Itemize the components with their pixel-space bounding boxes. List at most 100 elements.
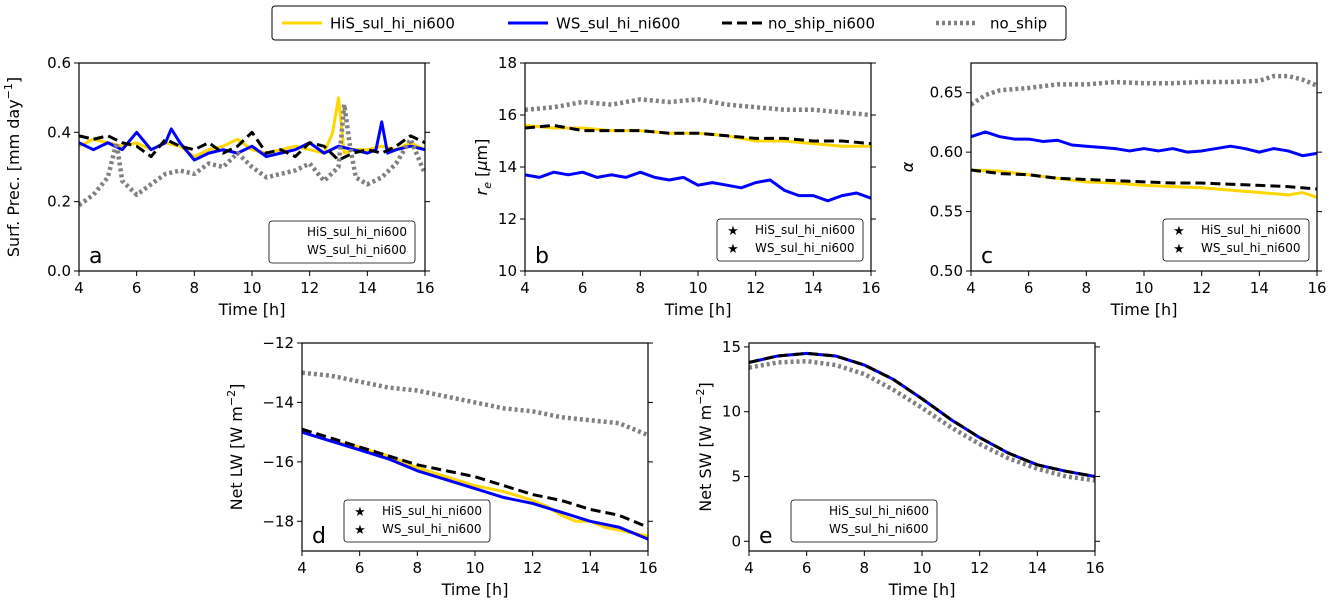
y-axis-label: Net LW [W m−2] [225,384,246,511]
y-axis-label: Surf. Prec. [mm day−1] [2,77,23,257]
series-line-HiS_sul_hi_ni600 [749,351,1095,478]
x-tick-label: 14 [804,279,823,297]
x-tick-label: 12 [1192,279,1211,297]
y-tick-label: 0 [731,532,741,550]
legend-label: no_ship [990,15,1047,34]
panel-letter: a [89,244,102,269]
inset-legend: ★ HiS_sul_hi_ni600 ★ WS_sul_hi_ni600 [716,218,864,262]
x-tick-label: 8 [1082,279,1092,297]
star-icon: ★ [1173,224,1185,239]
series-line-no_ship_ni600 [79,130,425,162]
inset-legend-label: HiS_sul_hi_ni600 [755,223,855,237]
y-tick-label: 15 [722,338,741,356]
panel-b: 4 6 8 10 12 14 16 10 12 14 16 18 Time [h] re [μm] b ★ Hi… [472,54,881,319]
series-line-no_ship [749,358,1095,483]
x-tick-label: 6 [355,559,365,577]
panel-letter: e [759,524,773,549]
legend-label: WS_sul_hi_ni600 [556,15,680,34]
y-axis-label: re [μm] [472,139,494,196]
x-tick-label: 16 [415,279,434,297]
inset-legend-label: WS_sul_hi_ni600 [755,241,854,255]
x-tick-label: 4 [297,559,307,577]
series-line-no_ship [79,102,425,207]
x-tick-label: 14 [358,279,377,297]
star-icon: ★ [354,505,366,520]
inset-legend-frame [716,218,864,262]
x-tick-label: 14 [1028,559,1047,577]
y-tick-label: 10 [498,262,517,280]
series-line-WS_sul_hi_ni600 [79,120,425,162]
inset-legend-label: HiS_sul_hi_ni600 [1201,223,1301,237]
x-tick-label: 12 [300,279,319,297]
series-group [302,370,648,541]
panel-letter: b [535,244,549,269]
x-tick-label: 10 [912,559,931,577]
y-tick-label: 16 [498,106,517,124]
x-tick-label: 8 [636,279,646,297]
x-tick-label: 4 [966,279,976,297]
inset-legend-label: WS_sul_hi_ni600 [1201,241,1300,255]
y-tick-label: 0.60 [930,143,963,161]
y-tick-label: 14 [498,158,517,176]
series-line-no_ship_ni600 [971,168,1317,191]
inset-legend-frame [268,220,416,264]
star-icon: ★ [727,242,739,257]
inset-legend: HiS_sul_hi_ni600 WS_sul_hi_ni600 [268,220,416,264]
x-axis-label: Time [h] [218,300,286,319]
x-tick-label: 8 [413,559,423,577]
panel-a: 4 6 8 10 12 14 16 0.0 0.2 0.4 0.6 Time [h] Surf. Pre… [2,54,435,319]
series-line-no_ship [525,97,871,118]
x-axis-label: Time [h] [441,580,509,599]
x-tick-label: 6 [802,559,812,577]
panel-letter: c [981,244,993,269]
x-tick-label: 10 [242,279,261,297]
inset-legend: HiS_sul_hi_ni600 WS_sul_hi_ni600 [790,499,938,543]
inset-legend-frame [790,499,938,543]
series-group [749,351,1095,483]
series-line-no_ship_ni600 [749,351,1095,478]
series-line-no_ship [302,370,648,438]
y-tick-label: −14 [262,393,294,411]
x-tick-label: 6 [132,279,142,297]
y-tick-label: 5 [731,467,741,485]
x-tick-label: 16 [1307,279,1326,297]
panel-e: 4 6 8 10 12 14 16 0 5 10 15 Time [h] Net SW [W m−2] e… [694,338,1105,599]
x-tick-label: 14 [581,559,600,577]
x-tick-label: 12 [746,279,765,297]
x-tick-label: 6 [578,279,588,297]
y-tick-label: 0.0 [47,262,71,280]
series-line-WS_sul_hi_ni600 [525,170,871,203]
x-tick-label: 12 [970,559,989,577]
star-icon: ★ [1173,242,1185,257]
x-tick-label: 10 [1134,279,1153,297]
series-line-no_ship [971,73,1317,107]
inset-legend-frame [1162,218,1310,262]
x-axis-label: Time [h] [1110,300,1178,319]
series-line-WS_sul_hi_ni600 [971,130,1317,158]
y-tick-label: 0.2 [47,193,71,211]
series-group [79,96,425,207]
inset-legend-label: WS_sul_hi_ni600 [382,522,481,536]
series-line-WS_sul_hi_ni600 [302,430,648,541]
legend-label: no_ship_ni600 [768,15,875,34]
x-tick-label: 16 [861,279,880,297]
inset-legend: ★ HiS_sul_hi_ni600 ★ WS_sul_hi_ni600 [1162,218,1310,262]
x-tick-label: 14 [1250,279,1269,297]
series-group [971,73,1317,199]
inset-legend-label: HiS_sul_hi_ni600 [829,504,929,518]
star-icon: ★ [727,224,739,239]
y-tick-label: −18 [262,512,294,530]
series-line-WS_sul_hi_ni600 [749,351,1095,478]
x-tick-label: 12 [523,559,542,577]
x-tick-label: 8 [860,559,870,577]
y-tick-label: 12 [498,210,517,228]
y-tick-label: 0.50 [930,262,963,280]
inset-legend: ★ HiS_sul_hi_ni600 ★ WS_sul_hi_ni600 [343,499,491,543]
x-tick-label: 10 [465,559,484,577]
inset-legend-frame [343,499,491,543]
panel-letter: d [312,524,326,549]
series-line-no_ship_ni600 [302,427,648,529]
chart-panels: 4 6 8 10 12 14 16 0.0 0.2 0.4 0.6 Time [h] Surf. Pre… [2,54,1327,599]
panel-d: 4 6 8 10 12 14 16 −18 −16 −14 −12 Time [h] Net LW [W… [225,334,658,599]
